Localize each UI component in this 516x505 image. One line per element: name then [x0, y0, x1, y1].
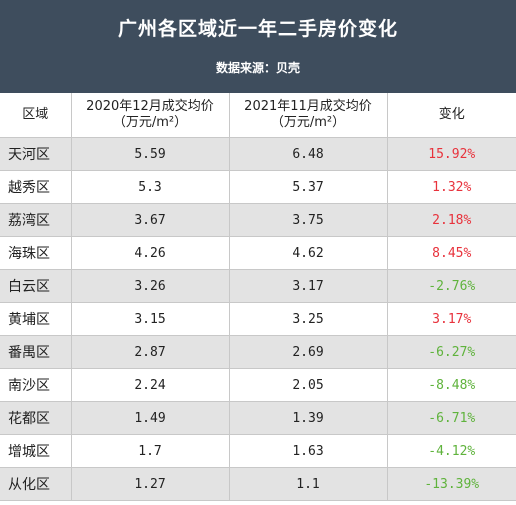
- table-row: 南沙区 2.24 2.05 -8.48%: [0, 368, 516, 402]
- data-source-label: 数据来源：贝壳: [215, 61, 300, 75]
- change-cell: -2.76%: [387, 269, 516, 303]
- district-cell: 花都区: [0, 401, 72, 435]
- change-cell: 1.32%: [387, 170, 516, 204]
- price-2021-cell: 3.75: [229, 203, 388, 237]
- change-cell: -4.12%: [387, 434, 516, 468]
- district-cell: 南沙区: [0, 368, 72, 402]
- price-2021-cell: 6.48: [229, 137, 388, 171]
- price-2021-cell: 1.39: [229, 401, 388, 435]
- column-header-price-2020: 2020年12月成交均价 （万元/m²）: [71, 93, 230, 138]
- price-2020-cell: 2.87: [71, 335, 230, 369]
- district-cell: 海珠区: [0, 236, 72, 270]
- column-header-change: 变化: [387, 93, 516, 138]
- price-2020-cell: 5.59: [71, 137, 230, 171]
- price-2021-cell: 4.62: [229, 236, 388, 270]
- change-cell: 2.18%: [387, 203, 516, 237]
- column-header-price-2021: 2021年11月成交均价 （万元/m²）: [229, 93, 388, 138]
- price-2021-cell: 1.63: [229, 434, 388, 468]
- price-2021-cell: 3.17: [229, 269, 388, 303]
- price-2021-cell: 2.69: [229, 335, 388, 369]
- price-2020-cell: 1.27: [71, 467, 230, 501]
- price-2020-cell: 5.3: [71, 170, 230, 204]
- table-row: 越秀区 5.3 5.37 1.32%: [0, 170, 516, 204]
- district-cell: 增城区: [0, 434, 72, 468]
- change-cell: 15.92%: [387, 137, 516, 171]
- price-2021-cell: 2.05: [229, 368, 388, 402]
- table-row: 荔湾区 3.67 3.75 2.18%: [0, 203, 516, 237]
- district-cell: 番禺区: [0, 335, 72, 369]
- price-2020-cell: 4.26: [71, 236, 230, 270]
- district-cell: 白云区: [0, 269, 72, 303]
- district-cell: 越秀区: [0, 170, 72, 204]
- table-row: 增城区 1.7 1.63 -4.12%: [0, 434, 516, 468]
- change-cell: 3.17%: [387, 302, 516, 336]
- change-cell: -6.27%: [387, 335, 516, 369]
- price-2020-cell: 3.26: [71, 269, 230, 303]
- district-cell: 从化区: [0, 467, 72, 501]
- change-cell: -8.48%: [387, 368, 516, 402]
- district-cell: 黄埔区: [0, 302, 72, 336]
- price-table: 区域 2020年12月成交均价 （万元/m²） 2021年11月成交均价 （万元…: [0, 93, 516, 501]
- column-header-district: 区域: [0, 93, 72, 138]
- district-cell: 荔湾区: [0, 203, 72, 237]
- change-cell: 8.45%: [387, 236, 516, 270]
- table-row: 白云区 3.26 3.17 -2.76%: [0, 269, 516, 303]
- price-2020-cell: 2.24: [71, 368, 230, 402]
- table-row: 海珠区 4.26 4.62 8.45%: [0, 236, 516, 270]
- price-2021-cell: 5.37: [229, 170, 388, 204]
- page-title: 广州各区域近一年二手房价变化: [117, 18, 398, 40]
- change-cell: -6.71%: [387, 401, 516, 435]
- district-cell: 天河区: [0, 137, 72, 171]
- table-row: 花都区 1.49 1.39 -6.71%: [0, 401, 516, 435]
- price-2021-cell: 1.1: [229, 467, 388, 501]
- table-row: 天河区 5.59 6.48 15.92%: [0, 137, 516, 171]
- table-row: 从化区 1.27 1.1 -13.39%: [0, 467, 516, 501]
- table-row: 黄埔区 3.15 3.25 3.17%: [0, 302, 516, 336]
- table-row: 番禺区 2.87 2.69 -6.27%: [0, 335, 516, 369]
- column-header-row: 区域 2020年12月成交均价 （万元/m²） 2021年11月成交均价 （万元…: [0, 93, 516, 138]
- table-header-banner: 广州各区域近一年二手房价变化 数据来源：贝壳: [0, 0, 516, 93]
- change-cell: -13.39%: [387, 467, 516, 501]
- price-2020-cell: 3.67: [71, 203, 230, 237]
- price-2020-cell: 3.15: [71, 302, 230, 336]
- price-2020-cell: 1.49: [71, 401, 230, 435]
- price-2021-cell: 3.25: [229, 302, 388, 336]
- price-2020-cell: 1.7: [71, 434, 230, 468]
